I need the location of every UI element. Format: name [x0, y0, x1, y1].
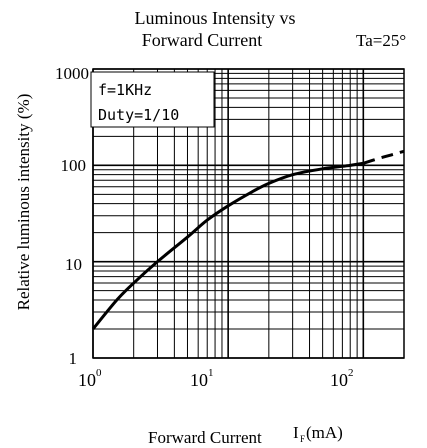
x-tick-label-1-base: 10: [78, 370, 96, 390]
y-axis-label: Relative luminous intensity (%): [14, 94, 33, 311]
x-tick-label-100-exp: 2: [348, 367, 354, 379]
y-tick-label-1: 1: [69, 349, 78, 368]
plot-frame: [92, 68, 405, 359]
y-tick-label-100: 100: [61, 156, 87, 175]
x-tick-label-10: 10 1: [190, 367, 214, 390]
x-axis-label-unit: (mA): [306, 423, 343, 442]
x-axis-label-text: Forward Current: [148, 428, 262, 447]
x-tick-label-100-base: 10: [330, 370, 348, 390]
x-tick-label-10-base: 10: [190, 370, 208, 390]
x-tick-label-1-exp: 0: [96, 367, 102, 379]
annotation-background: [90, 71, 215, 128]
annotation-duty: Duty=1/10: [98, 106, 179, 124]
x-axis-label-symbol: I: [293, 423, 299, 442]
x-tick-label-1: 10 0: [78, 367, 102, 390]
temperature-condition: Ta=25°: [356, 31, 406, 50]
annotation-box: f=1KHz Duty=1/10: [90, 71, 215, 128]
x-axis-label: Forward Current I F (mA): [148, 423, 343, 447]
minor-gridlines-y: [93, 72, 404, 330]
series-line-solid: [91, 161, 364, 330]
series-line-dashed: [362, 149, 405, 165]
chart-title-line2: Forward Current: [142, 30, 262, 50]
annotation-frequency: f=1KHz: [98, 81, 152, 99]
y-tick-label-1000: 1000: [55, 64, 89, 83]
plot-area: f=1KHz Duty=1/10: [90, 68, 405, 359]
x-tick-label-10-exp: 1: [208, 367, 214, 379]
x-axis-label-subscript: F: [300, 434, 305, 444]
y-tick-label-10: 10: [65, 255, 82, 274]
x-tick-label-100: 10 2: [330, 367, 354, 390]
chart-title-line1: Luminous Intensity vs: [135, 8, 296, 28]
